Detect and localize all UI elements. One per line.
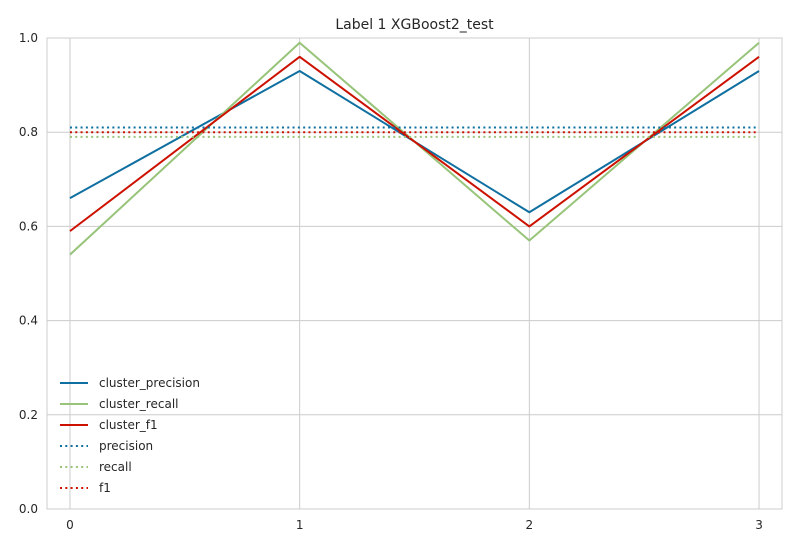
x-tick-label: 3	[755, 518, 763, 532]
y-tick-label: 0.8	[19, 125, 38, 139]
legend-label: f1	[99, 481, 111, 495]
series-line-cluster-f1	[69, 55, 760, 232]
x-tick-label: 0	[66, 518, 74, 532]
legend-label: precision	[99, 439, 153, 453]
y-tick-label: 0.4	[19, 314, 38, 328]
legend: cluster_precision cluster_recall cluster_f…	[60, 376, 200, 495]
legend-label: cluster_f1	[99, 418, 158, 432]
legend-label: cluster_recall	[99, 397, 178, 411]
y-tick-label: 0.0	[19, 502, 38, 516]
legend-label: recall	[99, 460, 132, 474]
chart-title: Label 1 XGBoost2_test	[335, 17, 494, 33]
tick-labels: 0.0 0.2 0.4 0.6 0.8 1.0 0 1 2 3	[19, 31, 763, 532]
series-line-cluster-recall	[69, 41, 760, 256]
x-tick-label: 1	[296, 518, 304, 532]
y-tick-label: 1.0	[19, 31, 38, 45]
grid	[47, 37, 782, 510]
x-tick-label: 2	[526, 518, 534, 532]
series-group	[69, 41, 760, 256]
y-tick-label: 0.6	[19, 219, 38, 233]
y-tick-label: 0.2	[19, 408, 38, 422]
plot-area	[46, 37, 783, 510]
legend-label: cluster_precision	[99, 376, 200, 390]
